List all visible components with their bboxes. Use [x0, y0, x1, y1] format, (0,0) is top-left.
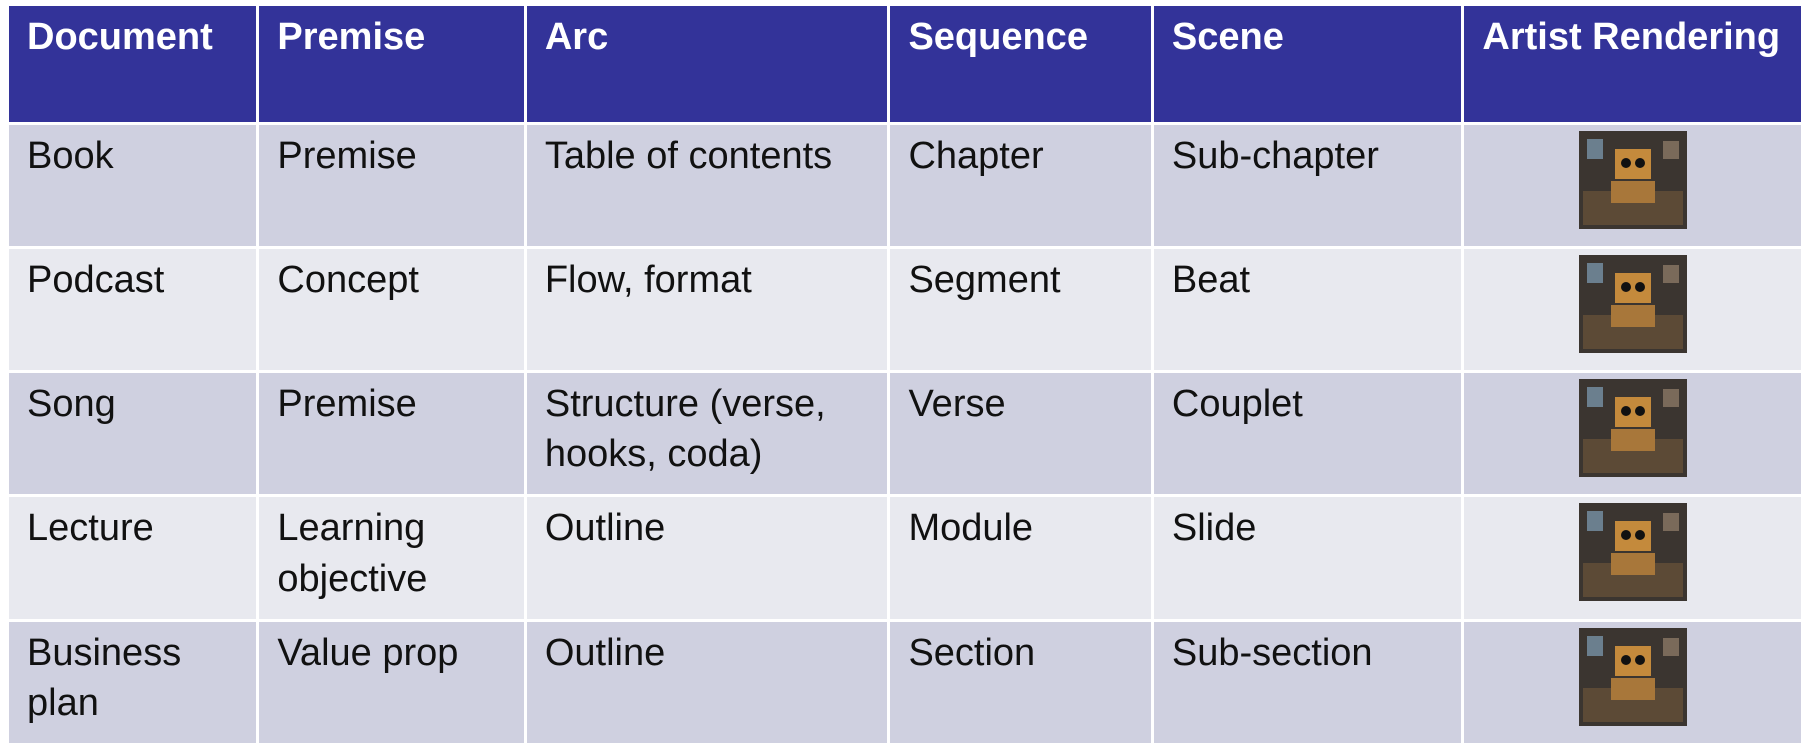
table-row: Song Premise Structure (verse, hooks, coda… [9, 373, 1801, 495]
artist-rendering [1578, 131, 1687, 229]
image-cell [1464, 249, 1801, 371]
artist-rendering [1578, 379, 1687, 478]
header-row: Document Premise Arc Sequence Scene Artist Re… [9, 6, 1801, 122]
table-cell: Table of contents [526, 125, 888, 247]
table-header: Document Premise Arc Sequence Scene Artist Re… [9, 6, 1801, 122]
table-cell: Podcast [9, 249, 257, 371]
table-cell: Flow, format [526, 249, 888, 371]
table-cell: Sub-chapter [1153, 125, 1462, 247]
table-cell: Segment [890, 249, 1151, 371]
header-cell: Artist Rendering [1464, 6, 1801, 122]
table-row: Business plan Value prop Outline Section Sub… [9, 621, 1801, 743]
table-row: Podcast Concept Flow, format Segment Beat [9, 249, 1801, 371]
data-table: Document Premise Arc Sequence Scene Artist Re… [6, 3, 1804, 746]
table-cell: Learning objective [259, 497, 524, 619]
table-cell: Premise [259, 373, 524, 495]
table-cell: Outline [526, 497, 888, 619]
header-cell: Arc [526, 6, 888, 122]
table-row: Lecture Learning objective Outline Module Sl… [9, 497, 1801, 619]
table-cell: Structure (verse, hooks, coda) [526, 373, 888, 495]
table-body: Book Premise Table of contents Chapter Sub-c… [9, 125, 1801, 743]
header-cell: Sequence [890, 6, 1151, 122]
header-cell: Scene [1153, 6, 1462, 122]
table-cell: Lecture [9, 497, 257, 619]
table-cell: Value prop [259, 621, 524, 743]
image-cell [1464, 497, 1801, 619]
image-cell [1464, 125, 1801, 247]
artist-rendering [1578, 255, 1687, 354]
table-cell: Outline [526, 621, 888, 743]
artist-rendering [1578, 627, 1687, 726]
image-cell [1464, 621, 1801, 743]
table-cell: Premise [259, 125, 524, 247]
table-cell: Concept [259, 249, 524, 371]
header-cell: Premise [259, 6, 524, 122]
table-cell: Slide [1153, 497, 1462, 619]
table-cell: Section [890, 621, 1151, 743]
table-cell: Beat [1153, 249, 1462, 371]
table-cell: Business plan [9, 621, 257, 743]
table-cell: Sub-section [1153, 621, 1462, 743]
table-row: Book Premise Table of contents Chapter Sub-c… [9, 125, 1801, 247]
artist-rendering [1578, 503, 1687, 602]
header-cell: Document [9, 6, 257, 122]
table-cell: Song [9, 373, 257, 495]
image-cell [1464, 373, 1801, 495]
table-cell: Book [9, 125, 257, 247]
table-cell: Verse [890, 373, 1151, 495]
table-cell: Module [890, 497, 1151, 619]
table-cell: Couplet [1153, 373, 1462, 495]
table-cell: Chapter [890, 125, 1151, 247]
